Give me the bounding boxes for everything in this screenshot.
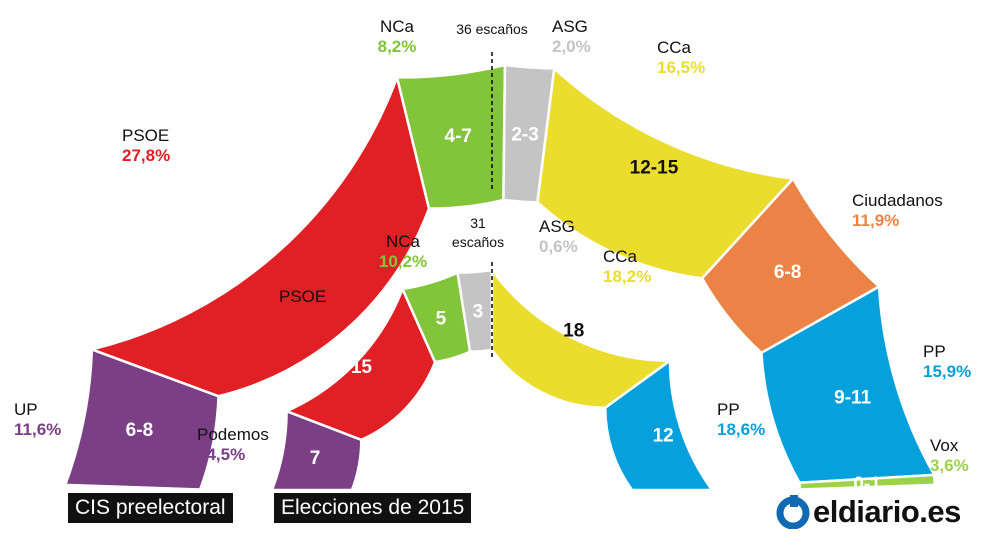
- seat-arc-vox: [798, 473, 937, 491]
- outer-chart-cis: 6-8UP11,6%20-23PSOE27,8%4-7NCa8,2%2-3ASG…: [14, 17, 971, 495]
- seat-arc-podemos: [270, 409, 363, 492]
- inner-total-seats-label: 31 escaños: [452, 215, 504, 250]
- party-name-pp: PP: [923, 342, 946, 361]
- party-pct-asg: 2,0%: [552, 37, 591, 56]
- party-pct-nca: 10,2%: [379, 252, 427, 271]
- eldiario-logo-icon: [776, 495, 810, 529]
- seat-arc-psoe: [87, 73, 431, 398]
- party-name-nca: NCa: [386, 232, 421, 251]
- seat-label-asg: 2-3: [511, 124, 538, 145]
- seat-label-psoe: 15: [351, 357, 373, 378]
- party-name-up: UP: [14, 400, 38, 419]
- caption-elecciones-2015: Elecciones de 2015: [274, 493, 472, 523]
- seat-label-asg: 3: [473, 302, 484, 323]
- seat-label-vox: 0-1: [853, 474, 881, 495]
- party-pct-psoe: 19,9%: [279, 307, 327, 326]
- party-name-pp: PP: [717, 400, 740, 419]
- party-pct-podemos: 14,5%: [197, 445, 245, 464]
- seat-arc-up: [63, 347, 220, 491]
- party-name-asg: ASG: [552, 17, 588, 36]
- seat-label-psoe: 20-23: [231, 217, 280, 238]
- party-pct-pp: 18,6%: [717, 420, 765, 439]
- party-name-cca: CCa: [603, 247, 638, 266]
- seat-arc-psoe: [283, 285, 437, 442]
- seat-label-ciudadanos: 6-8: [774, 262, 801, 283]
- seat-label-nca: 5: [436, 308, 447, 329]
- seat-arc-nca: [400, 270, 472, 364]
- party-pct-psoe: 27,8%: [122, 146, 170, 165]
- seat-label-podemos: 7: [310, 448, 321, 469]
- party-name-psoe: PSOE: [279, 287, 326, 306]
- party-name-vox: Vox: [930, 436, 959, 455]
- outer-total-seats-label: 36 escaños: [456, 21, 528, 37]
- party-name-ciudadanos: Ciudadanos: [852, 191, 943, 210]
- party-pct-pp: 15,9%: [923, 362, 971, 381]
- party-pct-nca: 8,2%: [378, 37, 417, 56]
- party-pct-up: 11,6%: [14, 420, 61, 439]
- party-name-cca: CCa: [657, 38, 692, 57]
- party-name-podemos: Podemos: [197, 425, 269, 444]
- seat-label-up: 6-8: [126, 420, 153, 441]
- seat-arc-pp: [760, 284, 937, 485]
- party-pct-cca: 16,5%: [657, 58, 705, 77]
- eldiario-logo-text: eldiario.es: [813, 494, 961, 529]
- seat-label-cca: 12-15: [630, 157, 679, 178]
- seat-arc-ciudadanos: [700, 176, 882, 355]
- party-name-asg: ASG: [539, 217, 575, 236]
- seat-arc-nca: [395, 63, 507, 210]
- party-pct-cca: 18,2%: [603, 267, 651, 286]
- seat-arc-cca: [536, 65, 796, 280]
- eldiario-logo: eldiario.es: [776, 492, 961, 532]
- party-name-nca: NCa: [380, 17, 415, 36]
- party-pct-asg: 0,6%: [539, 237, 578, 256]
- caption-cis-preelectoral: CIS preelectoral: [68, 493, 233, 523]
- seat-label-cca: 18: [563, 321, 584, 342]
- party-name-psoe: PSOE: [122, 126, 169, 145]
- seat-arc-pp: [604, 358, 715, 492]
- party-pct-ciudadanos: 11,9%: [852, 211, 899, 230]
- seat-label-pp: 12: [653, 425, 674, 446]
- seat-label-nca: 4-7: [445, 126, 472, 147]
- seat-label-pp: 9-11: [834, 388, 871, 409]
- seat-arc-asg: [456, 268, 494, 353]
- party-pct-vox: 3,6%: [930, 456, 969, 475]
